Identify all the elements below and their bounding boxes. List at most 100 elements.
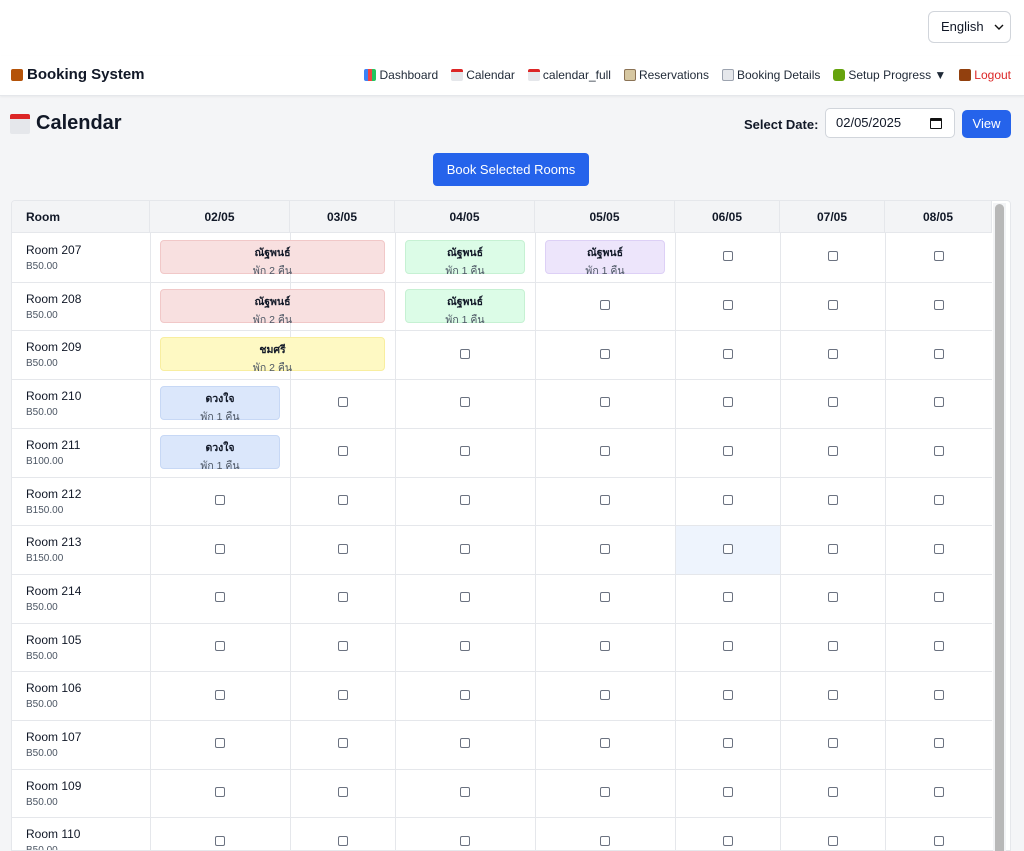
nav-calendar-full[interactable]: calendar_full [527,68,611,82]
room-date-checkbox[interactable] [600,300,610,311]
room-date-checkbox[interactable] [933,738,944,749]
room-date-checkbox[interactable] [933,251,944,262]
room-date-checkbox[interactable] [600,787,610,798]
nav-reservations[interactable]: Reservations [623,68,709,82]
room-date-checkbox[interactable] [337,446,348,457]
room-date-checkbox[interactable] [215,543,225,554]
room-date-checkbox[interactable] [460,640,470,651]
room-date-checkbox[interactable] [933,494,944,505]
room-date-checkbox[interactable] [460,738,470,749]
room-date-checkbox[interactable] [600,446,610,457]
room-date-checkbox[interactable] [460,543,470,554]
room-date-checkbox[interactable] [722,543,733,554]
room-date-checkbox[interactable] [600,397,610,408]
room-date-checkbox[interactable] [933,689,944,700]
room-date-checkbox[interactable] [827,787,838,798]
nav-booking-details[interactable]: Booking Details [721,68,820,82]
room-date-checkbox[interactable] [933,592,944,603]
room-date-checkbox[interactable] [460,397,470,408]
room-date-checkbox[interactable] [460,494,470,505]
room-date-checkbox[interactable] [600,348,610,359]
view-button[interactable]: View [962,110,1011,138]
booking-block[interactable]: ณัฐพนธ์ พัก 1 คืน [405,288,525,326]
room-date-checkbox[interactable] [337,738,348,749]
room-date-checkbox[interactable] [215,738,225,749]
room-date-checkbox[interactable] [600,640,610,651]
room-date-checkbox[interactable] [722,494,733,505]
room-date-checkbox[interactable] [215,494,225,505]
language-select[interactable]: English [928,11,1011,43]
room-date-checkbox[interactable] [337,689,348,700]
room-date-checkbox[interactable] [460,446,470,457]
nav-logout[interactable]: Logout [959,68,1011,82]
room-date-checkbox[interactable] [460,592,470,603]
room-date-checkbox[interactable] [337,397,348,408]
calendar-picker-icon[interactable] [930,118,942,129]
room-date-checkbox[interactable] [722,348,733,359]
room-date-checkbox[interactable] [827,397,838,408]
scrollbar-thumb[interactable] [995,204,1004,851]
room-date-checkbox[interactable] [933,640,944,651]
room-date-checkbox[interactable] [933,300,944,311]
room-date-checkbox[interactable] [460,348,470,359]
room-date-checkbox[interactable] [722,300,733,311]
room-date-checkbox[interactable] [827,543,838,554]
room-date-checkbox[interactable] [722,738,733,749]
room-date-checkbox[interactable] [827,251,838,262]
room-date-checkbox[interactable] [933,787,944,798]
booking-block[interactable]: ณัฐพนธ์ พัก 2 คืน [160,240,385,277]
room-date-checkbox[interactable] [827,835,838,846]
booking-block[interactable]: ณัฐพนธ์ พัก 2 คืน [160,288,385,326]
room-date-checkbox[interactable] [722,446,733,457]
room-date-checkbox[interactable] [337,543,348,554]
room-date-checkbox[interactable] [600,835,610,846]
room-date-checkbox[interactable] [827,689,838,700]
room-date-checkbox[interactable] [215,787,225,798]
room-date-checkbox[interactable] [933,348,944,359]
room-date-checkbox[interactable] [460,835,470,846]
room-date-checkbox[interactable] [933,397,944,408]
nav-calendar[interactable]: Calendar [451,68,515,82]
booking-block[interactable]: ดวงใจ พัก 1 คืน [160,386,280,423]
date-input[interactable]: 02/05/2025 [825,108,955,138]
room-date-checkbox[interactable] [215,835,225,846]
room-date-checkbox[interactable] [722,592,733,603]
room-date-checkbox[interactable] [933,835,944,846]
room-date-checkbox[interactable] [215,689,225,700]
booking-block[interactable]: ดวงใจ พัก 1 คืน [160,434,280,472]
room-date-checkbox[interactable] [722,251,733,262]
room-date-checkbox[interactable] [933,446,944,457]
room-date-checkbox[interactable] [827,300,838,311]
room-date-checkbox[interactable] [460,787,470,798]
room-date-checkbox[interactable] [337,592,348,603]
room-date-checkbox[interactable] [722,689,733,700]
room-date-checkbox[interactable] [827,494,838,505]
room-date-checkbox[interactable] [722,640,733,651]
room-date-checkbox[interactable] [600,738,610,749]
room-date-checkbox[interactable] [337,640,348,651]
nav-dashboard[interactable]: Dashboard [364,68,438,82]
room-date-checkbox[interactable] [600,494,610,505]
brand[interactable]: Booking System [11,66,145,83]
room-date-checkbox[interactable] [722,397,733,408]
room-date-checkbox[interactable] [827,592,838,603]
room-date-checkbox[interactable] [337,835,348,846]
room-date-checkbox[interactable] [600,543,610,554]
room-date-checkbox[interactable] [722,787,733,798]
table-scrollbar[interactable] [993,203,1006,851]
room-date-checkbox[interactable] [827,348,838,359]
room-date-checkbox[interactable] [827,446,838,457]
room-date-checkbox[interactable] [337,787,348,798]
room-date-checkbox[interactable] [600,592,610,603]
room-date-checkbox[interactable] [337,494,348,505]
nav-setup-progress[interactable]: Setup Progress ▼ [833,68,946,82]
room-date-checkbox[interactable] [933,543,944,554]
room-date-checkbox[interactable] [827,738,838,749]
book-selected-rooms-button[interactable]: Book Selected Rooms [433,153,589,186]
booking-block[interactable]: ณัฐพนธ์ พัก 1 คืน [405,240,525,277]
room-date-checkbox[interactable] [722,835,733,846]
room-date-checkbox[interactable] [215,640,225,651]
room-date-checkbox[interactable] [827,640,838,651]
booking-block[interactable]: ชมศรี พัก 2 คืน [160,337,385,374]
room-date-checkbox[interactable] [215,592,225,603]
